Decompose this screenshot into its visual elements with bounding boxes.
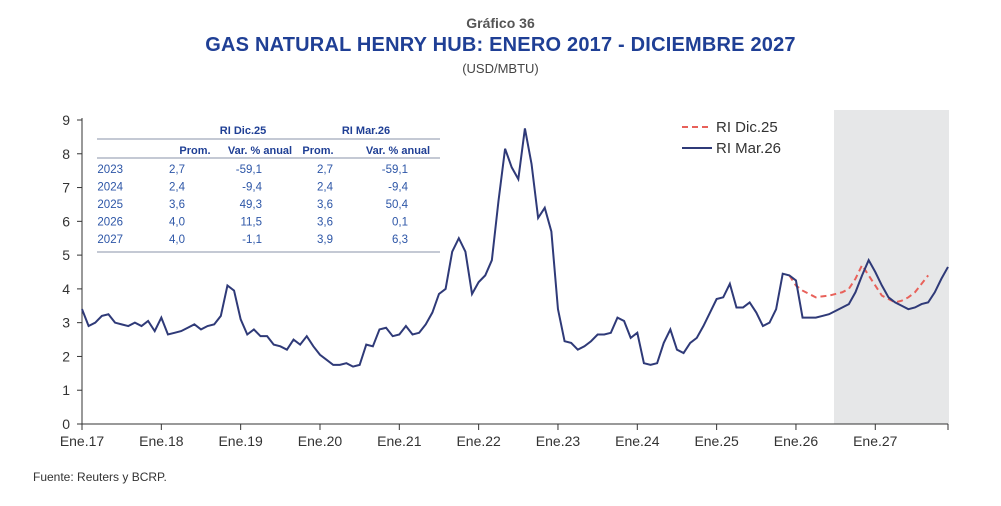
- series-line-ri-mar26: [82, 128, 948, 366]
- source-note: Fuente: Reuters y BCRP.: [33, 470, 167, 484]
- y-tick-label: 7: [62, 180, 70, 196]
- table-cell: 2025: [97, 199, 123, 211]
- forecast-band: [834, 110, 949, 424]
- table-group-header: RI Dic.25: [220, 125, 266, 137]
- table-column-header: Prom.: [179, 145, 210, 157]
- legend-label-ri-mar26: RI Mar.26: [716, 140, 781, 157]
- table-cell: 2,7: [169, 164, 185, 176]
- table-cell: 2,7: [317, 164, 333, 176]
- table-cell: 6,3: [392, 234, 408, 246]
- table-cell: -59,1: [382, 164, 408, 176]
- y-tick-label: 0: [62, 416, 70, 432]
- y-tick-label: 3: [62, 315, 70, 331]
- x-tick-label: Ene.23: [536, 433, 581, 449]
- x-tick-label: Ene.26: [774, 433, 819, 449]
- table-cell: 3,6: [317, 217, 333, 229]
- line-chart: 0 1 2 3 4 5 6 7 8 9 Ene.17 Ene.18 Ene.19 Ene.20 Ene.21…: [0, 0, 1001, 506]
- y-tick-label: 5: [62, 247, 70, 263]
- table-cell: -9,4: [242, 182, 262, 194]
- legend-label-ri-dic25: RI Dic.25: [716, 119, 778, 136]
- x-tick-label: Ene.24: [615, 433, 660, 449]
- table-cell: 4,0: [169, 217, 185, 229]
- x-tick-label: Ene.21: [377, 433, 422, 449]
- table-cell: -9,4: [388, 182, 408, 194]
- table-column-header: Var. % anual: [366, 145, 430, 157]
- table-cell: 2027: [97, 234, 123, 246]
- table-cell: 49,3: [240, 199, 262, 211]
- y-tick-label: 6: [62, 213, 70, 229]
- table-cell: 4,0: [169, 234, 185, 246]
- table-cell: 2026: [97, 217, 123, 229]
- table-column-header: Prom.: [302, 145, 333, 157]
- x-tick-label: Ene.20: [298, 433, 343, 449]
- table-cell: 3,9: [317, 234, 333, 246]
- y-tick-label: 1: [62, 382, 70, 398]
- table-group-header: RI Mar.26: [342, 125, 390, 137]
- table-cell: 50,4: [386, 199, 409, 211]
- y-tick-label: 9: [62, 112, 70, 128]
- y-tick-label: 8: [62, 146, 70, 162]
- table-cell: -59,1: [236, 164, 262, 176]
- x-tick-label: Ene.25: [694, 433, 739, 449]
- table-cell: 11,5: [240, 217, 262, 229]
- table-cell: 2024: [97, 182, 123, 194]
- x-tick-label: Ene.18: [139, 433, 184, 449]
- table-cell: 2,4: [169, 182, 186, 194]
- table-cell: 3,6: [169, 199, 185, 211]
- y-tick-label: 4: [62, 281, 70, 297]
- table-cell: 2023: [97, 164, 123, 176]
- x-tick-label: Ene.19: [218, 433, 263, 449]
- x-tick-label: Ene.17: [60, 433, 105, 449]
- table-cell: 3,6: [317, 199, 333, 211]
- table-cell: -1,1: [242, 234, 262, 246]
- x-tick-label: Ene.27: [853, 433, 898, 449]
- table-cell: 0,1: [392, 217, 408, 229]
- x-tick-label: Ene.22: [456, 433, 501, 449]
- table-column-header: Var. % anual: [228, 145, 292, 157]
- table-cell: 2,4: [317, 182, 334, 194]
- y-tick-label: 2: [62, 348, 70, 364]
